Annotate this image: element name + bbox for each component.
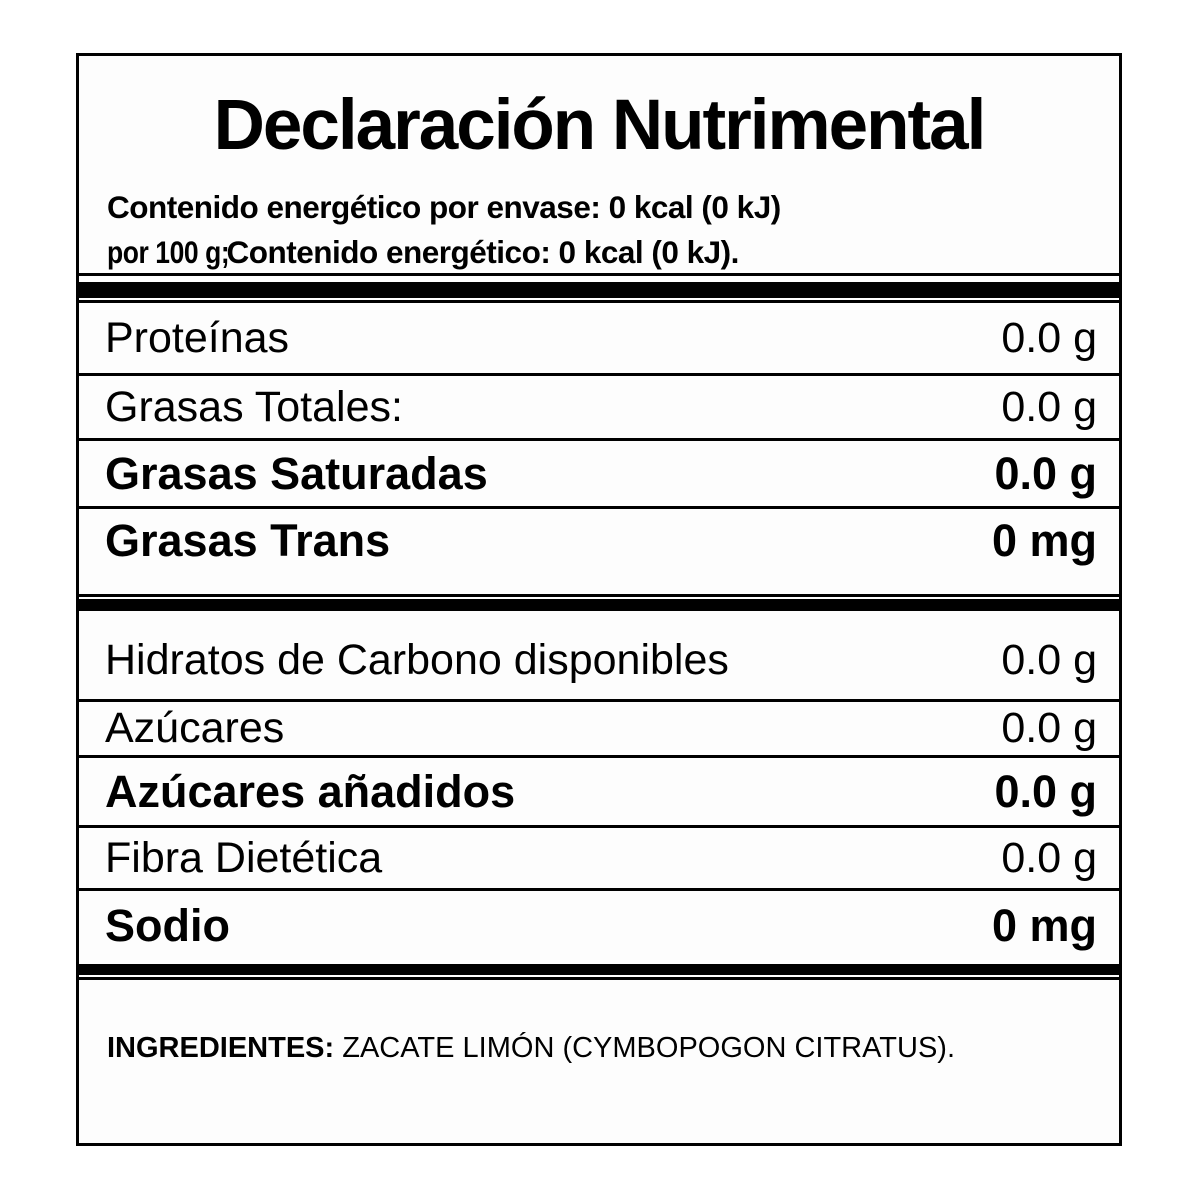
energy-per-package: Contenido energético por envase: 0 kcal … [107, 189, 781, 225]
nutrient-value: 0 mg [991, 515, 1097, 566]
thick-bar-top-underline [79, 300, 1119, 303]
label-header: Declaración Nutrimental Contenido energé… [79, 56, 1119, 273]
thick-bar-bottom [79, 964, 1119, 975]
nutrient-label: Sodio [105, 900, 230, 951]
nutrient-label: Azúcares [105, 704, 285, 752]
ingredients-section: INGREDIENTES: ZACATE LIMÓN (CYMBOPOGON C… [79, 980, 1119, 1065]
row-proteinas: Proteínas 0.0 g [79, 303, 1119, 376]
row-azucares: Azúcares 0.0 g [79, 702, 1119, 758]
ingredients-text: ZACATE LIMÓN (CYMBOPOGON CITRATUS). [334, 1032, 956, 1064]
energy-per-100g-value: Contenido energético: 0 kcal (0 kJ). [226, 234, 740, 271]
nutrition-label: Declaración Nutrimental Contenido energé… [76, 53, 1122, 1146]
nutrient-label: Grasas Saturadas [105, 447, 488, 499]
row-hidratos-carbono: Hidratos de Carbono disponibles 0.0 g [79, 611, 1119, 702]
nutrient-value: 0.0 g [1001, 313, 1097, 362]
label-title: Declaración Nutrimental [213, 86, 987, 165]
nutrient-value: 0.0 g [1001, 635, 1097, 684]
nutrient-label: Proteínas [105, 313, 290, 362]
row-azucares-anadidos: Azúcares añadidos 0.0 g [79, 758, 1119, 828]
row-sodio: Sodio 0 mg [79, 891, 1119, 961]
header-divider-line [79, 273, 1119, 276]
nutrient-value: 0.0 g [1001, 833, 1097, 882]
row-grasas-saturadas: Grasas Saturadas 0.0 g [79, 441, 1119, 509]
row-grasas-trans: Grasas Trans 0 mg [79, 509, 1119, 594]
energy-per-100g: por 100 g; Contenido energético: 0 kcal … [107, 230, 1119, 275]
row-fibra-dietetica: Fibra Dietética 0.0 g [79, 828, 1119, 891]
nutrient-value: 0.0 g [1001, 704, 1097, 752]
nutrient-value: 0.0 g [994, 765, 1097, 817]
nutrient-value: 0.0 g [994, 447, 1097, 499]
nutrient-label: Grasas Totales: [105, 382, 403, 431]
energy-per-100g-prefix: por 100 g; [107, 234, 230, 271]
thick-bar-middle [79, 599, 1119, 611]
nutrient-value: 0.0 g [1001, 382, 1097, 431]
thick-bar-top [79, 282, 1119, 298]
row-grasas-totales: Grasas Totales: 0.0 g [79, 376, 1119, 441]
nutrient-label: Fibra Dietética [105, 833, 383, 882]
mid-divider-line [79, 594, 1119, 597]
nutrient-label: Hidratos de Carbono disponibles [105, 635, 729, 684]
energy-content-block: Contenido energético por envase: 0 kcal … [107, 185, 1119, 276]
nutrient-value: 0 mg [991, 900, 1097, 951]
nutrient-label: Azúcares añadidos [105, 765, 516, 817]
thick-bar-bottom-underline [79, 977, 1119, 980]
ingredients-label: INGREDIENTES: [107, 1032, 335, 1064]
nutrient-label: Grasas Trans [105, 515, 391, 566]
